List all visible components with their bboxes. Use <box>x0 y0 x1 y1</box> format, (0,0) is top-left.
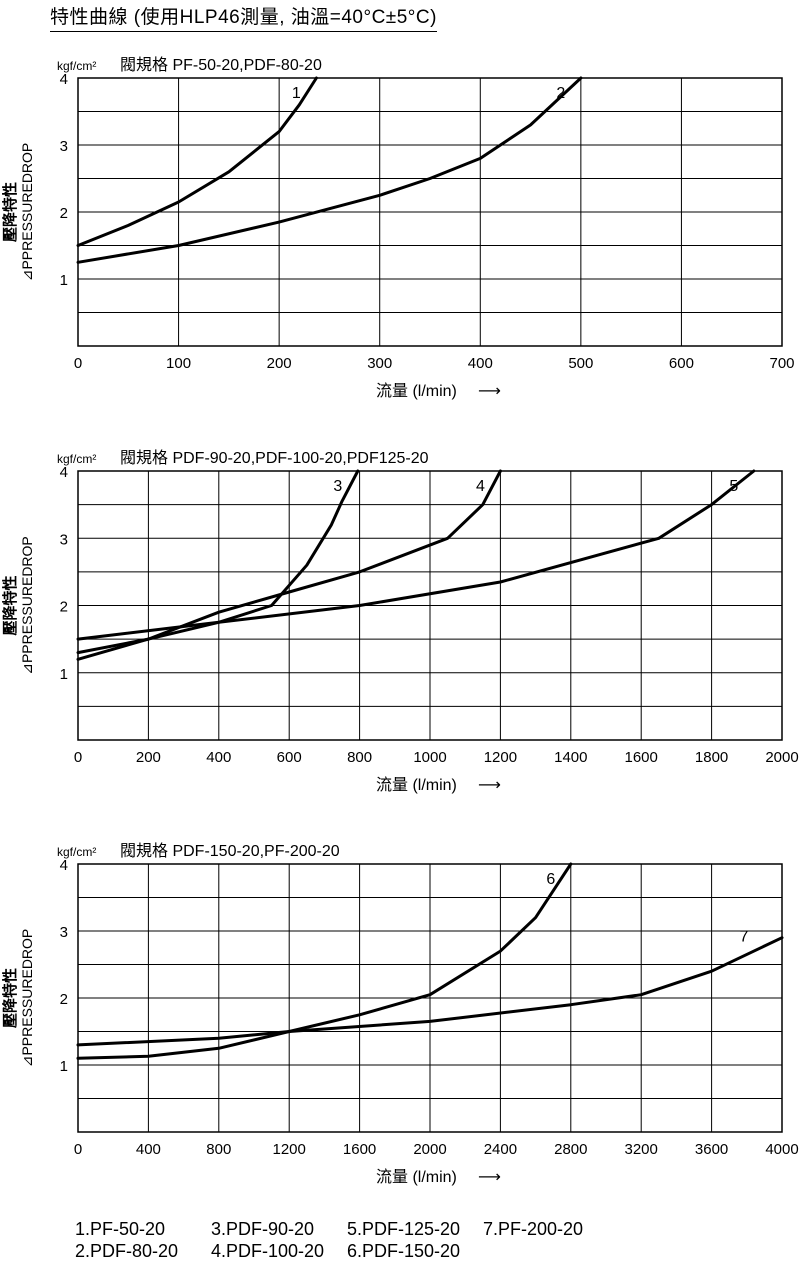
legend-item: 4.PDF-100-20 <box>211 1241 325 1261</box>
x-tick-label: 2000 <box>413 1141 446 1158</box>
plot-frame <box>77 77 783 347</box>
y-axis-label: ⊿PPRESSUREDROP <box>19 143 35 282</box>
x-tick-label: 1800 <box>695 749 728 766</box>
chart-subtitle: 閥規格 PDF-90-20,PDF-100-20,PDF125-20 <box>120 449 429 467</box>
x-tick-label: 400 <box>136 1141 161 1158</box>
x-tick-label: 400 <box>468 355 493 372</box>
series-2-label: 2 <box>556 85 565 102</box>
x-axis-arrow: ⟶ <box>478 777 501 794</box>
x-tick-label: 0 <box>74 355 82 372</box>
x-tick-label: 100 <box>166 355 191 372</box>
y-tick-label: 1 <box>60 272 68 289</box>
series-5-curve <box>76 469 756 641</box>
x-tick-label: 600 <box>277 749 302 766</box>
y-unit-label: kgf/cm² <box>57 59 96 73</box>
y-tick-label: 4 <box>60 71 68 88</box>
y-tick-label: 3 <box>60 138 68 155</box>
series-3-label: 3 <box>333 478 342 495</box>
series-4-label: 4 <box>476 478 485 495</box>
x-tick-label: 1600 <box>343 1141 376 1158</box>
x-axis-arrow: ⟶ <box>478 1169 501 1186</box>
x-tick-label: 800 <box>347 749 372 766</box>
x-tick-label: 800 <box>206 1141 231 1158</box>
plot-frame <box>77 470 783 741</box>
x-tick-label: 3200 <box>625 1141 658 1158</box>
series-3-curve <box>76 469 360 661</box>
y-tick-label: 1 <box>60 1058 68 1075</box>
y-unit-label: kgf/cm² <box>57 845 96 859</box>
x-tick-label: 0 <box>74 1141 82 1158</box>
y-axis-label: 壓降特性 <box>1 182 19 242</box>
series-6-curve <box>76 862 573 1060</box>
x-tick-label: 3600 <box>695 1141 728 1158</box>
y-tick-label: 2 <box>60 599 68 616</box>
x-tick-label: 2400 <box>484 1141 517 1158</box>
legend-item: 6.PDF-150-20 <box>347 1241 461 1261</box>
series-1-label: 1 <box>292 85 301 102</box>
x-tick-label: 2000 <box>765 749 798 766</box>
legend-item: 2.PDF-80-20 <box>75 1241 179 1261</box>
x-tick-label: 1200 <box>484 749 517 766</box>
series-1-curve <box>76 76 318 247</box>
x-axis-label: 流量 (l/min) <box>376 776 457 794</box>
page-title: 特性曲線 (使用HLP46測量, 油溫=40°C±5°C) <box>50 2 437 32</box>
pressure-drop-chart-1: kgf/cm² 閥規格 PF-50-20,PDF-80-20 1 2 3 4 0 100 200… <box>1 56 795 400</box>
x-tick-label: 1000 <box>413 749 446 766</box>
series-7-label: 7 <box>740 929 749 946</box>
x-axis-label: 流量 (l/min) <box>376 1168 457 1186</box>
y-tick-label: 2 <box>60 205 68 222</box>
legend-item: 7.PF-200-20 <box>483 1219 584 1239</box>
y-tick-label: 2 <box>60 991 68 1008</box>
series-2-curve <box>76 76 583 264</box>
y-tick-label: 4 <box>60 464 68 481</box>
y-unit-label: kgf/cm² <box>57 452 96 466</box>
y-tick-label: 3 <box>60 531 68 548</box>
series-5-label: 5 <box>729 478 738 495</box>
y-axis-label: 壓降特性 <box>1 968 19 1028</box>
series-6-label: 6 <box>546 871 555 888</box>
x-tick-label: 200 <box>136 749 161 766</box>
x-tick-label: 700 <box>769 355 794 372</box>
x-axis-label: 流量 (l/min) <box>376 382 457 400</box>
legend-item: 3.PDF-90-20 <box>211 1219 315 1239</box>
y-axis-label: ⊿PPRESSUREDROP <box>19 536 35 675</box>
series-7-curve <box>76 936 784 1047</box>
x-tick-label: 2800 <box>554 1141 587 1158</box>
legend-row-1: 1.PF-50-20 3.PDF-90-20 5.PDF-125-20 7.PF… <box>75 1218 619 1240</box>
x-tick-label: 1600 <box>625 749 658 766</box>
y-tick-label: 3 <box>60 924 68 941</box>
plot-frame <box>77 863 783 1133</box>
x-tick-label: 300 <box>367 355 392 372</box>
x-tick-label: 400 <box>206 749 231 766</box>
x-tick-label: 0 <box>74 749 82 766</box>
legend-item: 5.PDF-125-20 <box>347 1219 461 1239</box>
series-legend: 1.PF-50-20 3.PDF-90-20 5.PDF-125-20 7.PF… <box>75 1218 619 1262</box>
y-axis-label: 壓降特性 <box>1 575 19 635</box>
x-tick-label: 1400 <box>554 749 587 766</box>
legend-item: 1.PF-50-20 <box>75 1219 166 1239</box>
x-tick-label: 4000 <box>765 1141 798 1158</box>
x-axis-arrow: ⟶ <box>478 383 501 400</box>
legend-row-2: 2.PDF-80-20 4.PDF-100-20 6.PDF-150-20 <box>75 1240 619 1262</box>
y-axis-label: ⊿PPRESSUREDROP <box>19 929 35 1068</box>
chart-subtitle: 閥規格 PDF-150-20,PF-200-20 <box>120 842 340 860</box>
x-tick-label: 200 <box>267 355 292 372</box>
series-4-curve <box>76 469 502 655</box>
x-tick-label: 500 <box>568 355 593 372</box>
pressure-drop-chart-2: kgf/cm² 閥規格 PDF-90-20,PDF-100-20,PDF125-2… <box>1 449 799 794</box>
y-tick-label: 4 <box>60 857 68 874</box>
pressure-drop-chart-3: kgf/cm² 閥規格 PDF-150-20,PF-200-20 1 2 3 4 0 400 8… <box>1 842 799 1186</box>
y-tick-label: 1 <box>60 666 68 683</box>
x-tick-label: 1200 <box>273 1141 306 1158</box>
chart-subtitle: 閥規格 PF-50-20,PDF-80-20 <box>120 56 322 74</box>
x-tick-label: 600 <box>669 355 694 372</box>
